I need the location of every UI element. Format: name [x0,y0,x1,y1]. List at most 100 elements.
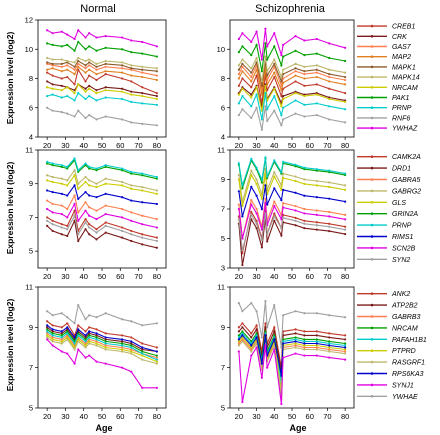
data-point-scn2b [241,237,244,240]
y-tick-label: 4 [29,133,33,142]
data-point-gabra5 [315,209,318,212]
data-point-rims1 [121,196,124,199]
x-tick-label: 50 [98,412,106,421]
data-point-mapk14 [250,67,253,70]
data-point-ywhaz [294,34,297,38]
data-point-syn2 [121,229,124,233]
y-tick-label: 9 [29,323,33,332]
data-point-creb1 [303,84,306,87]
data-point-mapk1 [260,84,263,87]
data-point-map2 [294,74,297,77]
legend-label-creb1: CREB1 [392,24,415,31]
data-point-creb1 [104,73,107,76]
data-point-map2 [303,77,306,80]
data-point-drd1 [104,231,107,234]
data-point-mapk14 [104,59,107,63]
data-point-pafah1b1 [255,334,258,337]
data-point-camk2a [88,223,91,226]
data-point-gabrb3 [95,340,98,343]
data-point-scn2b [77,219,80,222]
data-point-pak1 [266,58,269,61]
legend-label-scn2b: SCN2B [392,245,416,252]
data-point-synj1 [328,356,331,359]
data-point-rims1 [155,202,158,206]
data-point-gabra5 [46,199,49,202]
legend-marker [370,258,374,261]
y-tick-label: 10 [217,45,225,54]
data-point-gas7 [141,71,144,74]
legend-marker [370,65,374,69]
data-point-ywhae [241,310,244,313]
data-point-prnp [264,92,267,95]
data-point-creb1 [77,68,80,71]
data-point-prnp [237,162,240,165]
legend-marker [370,189,374,193]
data-point-gas7 [303,73,306,76]
x-tick-label: 50 [288,141,296,150]
data-point-scn2b [273,204,276,208]
data-point-ptprd [155,360,158,363]
data-point-pafah1b1 [77,334,80,337]
data-point-synj1 [51,344,54,347]
legend-label-grin2a: GRIN2A [392,211,418,218]
data-point-prnp [77,169,80,172]
data-point-rasgrf1 [84,346,87,349]
y-tick-label: 5 [221,404,225,413]
data-point-creb1 [328,87,331,90]
data-point-nrcam [46,86,49,89]
data-point-nrcam [250,96,253,99]
series-line-ptprd [46,334,158,363]
legend-marker [370,155,374,158]
data-point-gabrg2 [303,178,306,181]
data-point-creb1 [237,84,240,87]
data-point-prnp [280,113,283,117]
data-point-ywhaz [273,32,276,35]
x-tick-label: 60 [306,272,314,281]
data-point-ank2 [155,346,158,349]
data-point-ywhae [130,320,133,323]
data-point-gabrb3 [46,332,49,335]
y-tick-label: 8 [29,74,33,83]
data-point-pak1 [328,56,331,60]
data-point-rnf6 [260,128,263,131]
data-point-gabrg2 [294,175,297,178]
data-point-map2 [121,71,124,74]
series-line-rasgrf1 [46,336,158,365]
data-point-rps6ka3 [282,342,285,345]
data-point-gas7 [237,73,240,76]
data-point-rnf6 [77,109,80,112]
data-point-ptprd [315,344,318,347]
legend-label-rims1: RIMS1 [392,234,414,241]
data-point-nrcam [155,354,158,357]
data-point-prnp [241,94,244,98]
x-tick-label: 50 [98,272,106,281]
data-point-grin2a [260,181,263,184]
data-point-ptprd [95,342,98,345]
data-point-rnf6 [241,108,244,111]
column-title-normal: Normal [80,3,115,15]
data-point-ywhae [250,302,253,305]
legend-label-map2: MAP2 [392,54,411,61]
data-point-rasgrf1 [60,342,63,345]
data-point-ptprd [294,342,297,345]
data-point-rims1 [282,188,285,191]
data-point-prnp [241,184,244,187]
legend-marker [370,96,374,99]
data-point-grin2a [66,167,69,170]
data-point-gls [303,182,306,186]
data-point-ank2 [315,330,318,333]
data-point-mapk1 [104,62,107,65]
data-point-scn2b [344,218,347,221]
data-point-mapk14 [237,64,240,67]
data-point-pak1 [46,42,49,45]
x-tick-label: 30 [252,272,260,281]
data-point-ywhaz [60,30,63,33]
y-tick-label: 9 [221,323,225,332]
data-point-atp2b2 [273,330,276,333]
data-point-ptprd [77,338,80,341]
data-point-ank2 [141,342,144,345]
y-tick-label: 7 [221,363,225,372]
data-point-rps6ka3 [294,340,297,343]
data-point-rnf6 [255,106,258,109]
x-tick-label: 20 [235,412,243,421]
